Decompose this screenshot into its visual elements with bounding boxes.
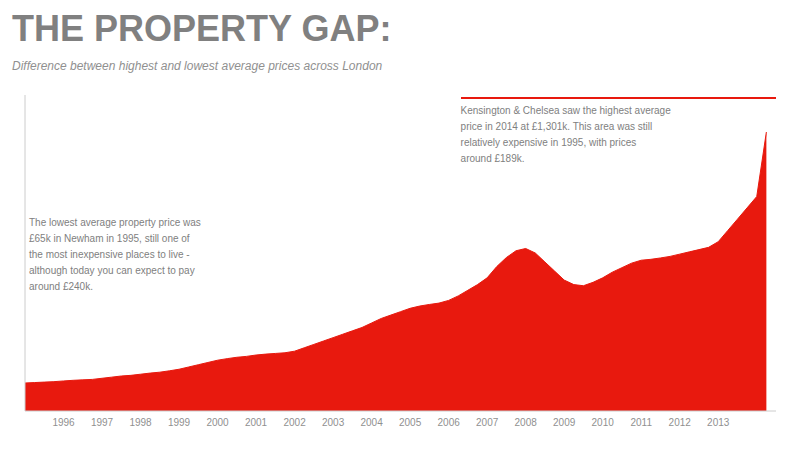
svg-text:2001: 2001: [245, 417, 268, 428]
svg-text:2013: 2013: [707, 417, 730, 428]
svg-text:2012: 2012: [669, 417, 692, 428]
html-text:The lowest average property pr: The lowest average property price was £6…: [29, 217, 201, 293]
svg-text:2004: 2004: [360, 417, 383, 428]
svg-text:1996: 1996: [52, 417, 75, 428]
svg-text:1997: 1997: [91, 417, 114, 428]
svg-text:2011: 2011: [630, 417, 652, 428]
html-text:THE PROPERTY GAP:: THE PROPERTY GAP:: [12, 8, 392, 49]
svg-text:2005: 2005: [399, 417, 422, 428]
svg-text:2006: 2006: [438, 417, 461, 428]
svg-text:2007: 2007: [476, 417, 499, 428]
svg-text:2010: 2010: [592, 417, 615, 428]
svg-text:2009: 2009: [553, 417, 576, 428]
svg-text:1998: 1998: [129, 417, 152, 428]
svg-text:2002: 2002: [283, 417, 306, 428]
html-text:Difference between highest and: Difference between highest and lowest av…: [12, 59, 383, 74]
svg-text:2008: 2008: [515, 417, 538, 428]
svg-text:1999: 1999: [168, 417, 191, 428]
svg-text:2000: 2000: [206, 417, 229, 428]
svg-text:2003: 2003: [322, 417, 345, 428]
html-text:Kensington & Chelsea saw the h: Kensington & Chelsea saw the highest ave…: [460, 105, 671, 165]
